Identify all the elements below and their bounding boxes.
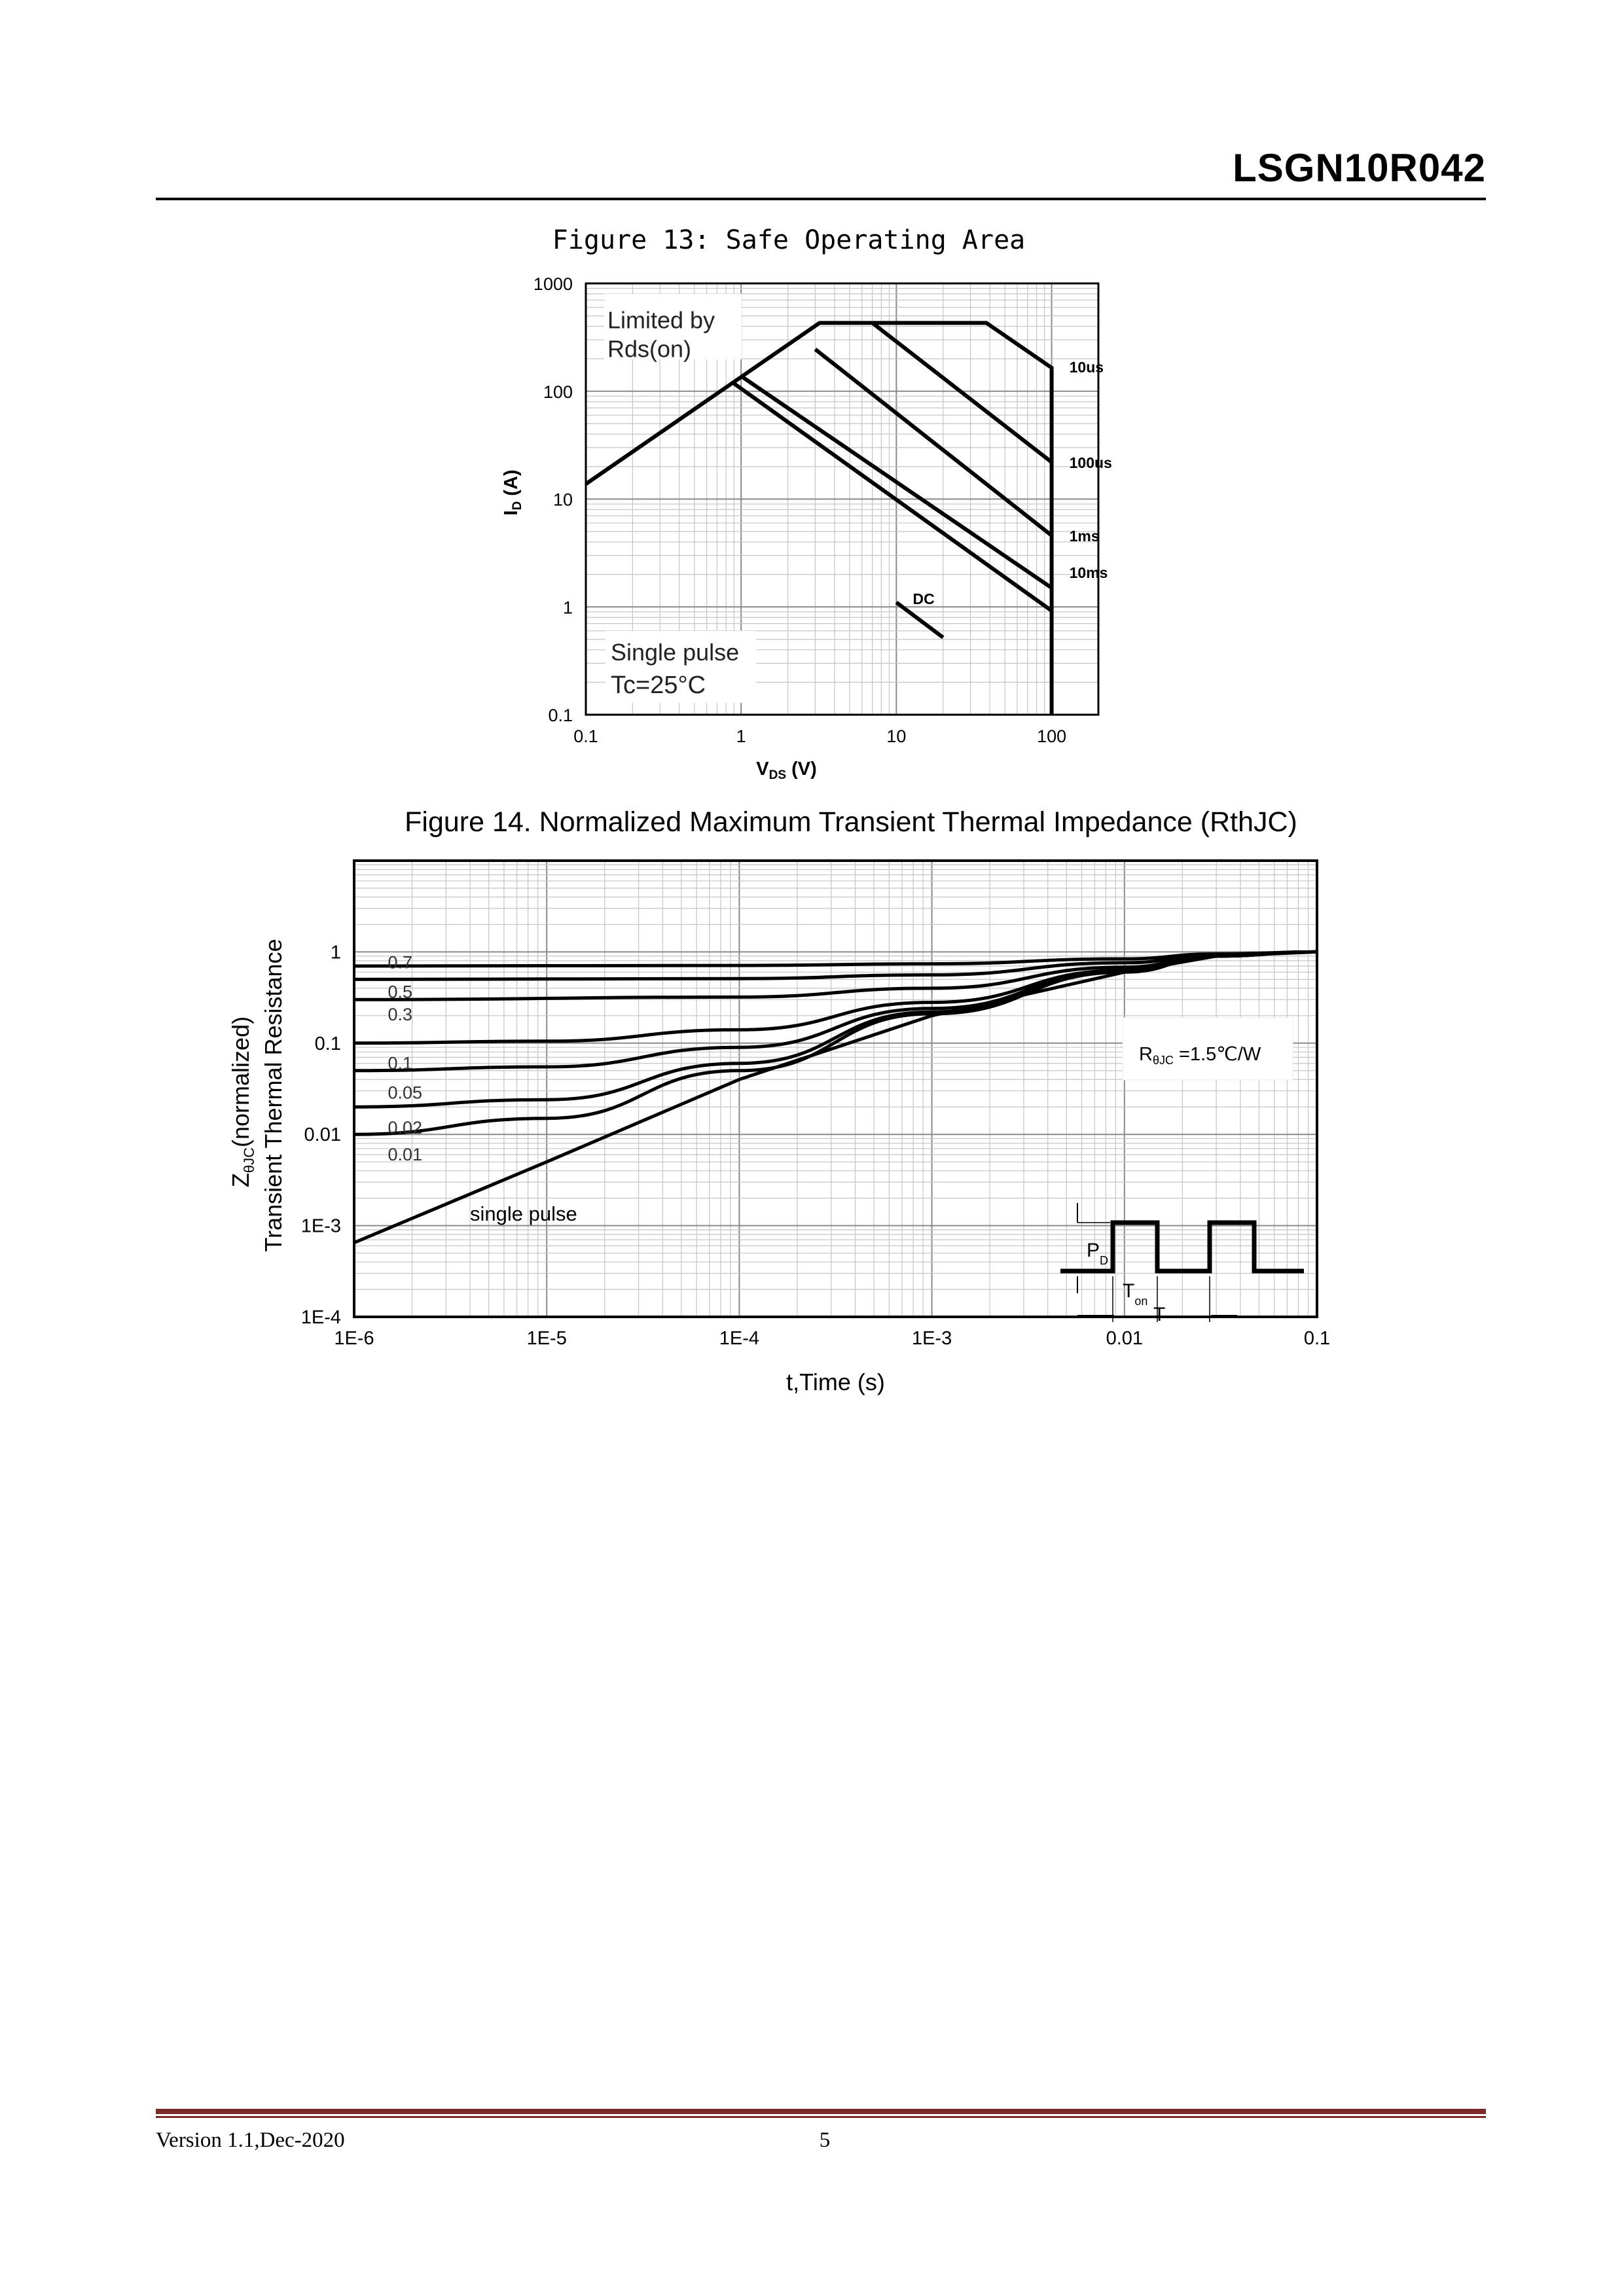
duty-cycle-label-0.01: 0.01 — [388, 1145, 423, 1164]
pulse-waveform — [1060, 1220, 1304, 1274]
series-label-DC: DC — [913, 590, 935, 607]
part-number: LSGN10R042 — [1233, 146, 1486, 190]
x-axis-label: t,Time (s) — [786, 1369, 885, 1395]
soa-line-1ms — [740, 374, 1053, 590]
t-period-label: T — [1153, 1304, 1165, 1325]
single-pulse-condition-text: Single pulse — [611, 639, 739, 666]
x-tick-label: 0.01 — [1106, 1328, 1143, 1349]
y-tick-label: 0.1 — [548, 706, 573, 725]
soa-line-10us — [871, 321, 1053, 464]
y-tick-label: 1 — [563, 598, 573, 617]
rth-annotation-bg — [1122, 1017, 1293, 1081]
figure-14-chart: 0.7 0.5 0.3 0.1 0.05 0.02 0.01 RθJC =1.5℃/W sing… — [227, 859, 1330, 1395]
header-rule — [156, 198, 1486, 200]
condition-annotation-bg — [605, 630, 756, 703]
thermal-curve-single-pulse — [353, 950, 1318, 1245]
thermal-curve-0.01 — [353, 950, 1318, 1136]
duty-cycle-label-0.02: 0.02 — [388, 1118, 423, 1138]
rds-on-text: Rds(on) — [607, 336, 691, 363]
y-tick-label: 1 — [331, 942, 341, 963]
single-pulse-label: single pulse — [470, 1202, 577, 1225]
y-tick-label: 100 — [543, 382, 573, 402]
pulse-diagram: PD Ton T — [1060, 1203, 1304, 1325]
soa-line-100us — [814, 348, 1053, 537]
duty-cycle-label-0.1: 0.1 — [388, 1054, 413, 1073]
x-axis-label: VDS (V) — [756, 759, 816, 782]
rth-annotation-text: RθJC =1.5℃/W — [1139, 1044, 1261, 1067]
y-axis-label-line-2: ZθJC(normalized) — [227, 1016, 257, 1187]
footer-rule — [156, 2109, 1486, 2118]
x-tick-label: 1E-6 — [334, 1328, 374, 1349]
y-tick-label: 10 — [553, 490, 573, 510]
duty-cycle-label-0.3: 0.3 — [388, 1005, 413, 1024]
limited-by-text: Limited by — [607, 307, 715, 334]
series-label-1ms: 1ms — [1070, 528, 1100, 545]
x-tick-label: 100 — [1037, 726, 1066, 746]
x-tick-label: 10 — [886, 726, 906, 746]
series-label-10ms: 10ms — [1070, 564, 1108, 581]
grid — [353, 861, 1317, 1318]
series-label-100us: 100us — [1070, 454, 1112, 471]
limited-by-annotation-bg — [604, 293, 742, 359]
plot-frame — [585, 282, 1100, 716]
footer-page-number: 5 — [819, 2128, 831, 2152]
duty-cycle-label-0.7: 0.7 — [388, 952, 413, 972]
footer-version: Version 1.1,Dec-2020 — [156, 2128, 345, 2152]
soa-line-DC — [895, 601, 945, 639]
y-tick-label: 0.1 — [315, 1033, 341, 1054]
x-tick-label: 1E-4 — [719, 1328, 759, 1349]
y-tick-label: 1000 — [533, 274, 573, 294]
x-tick-label: 1E-5 — [527, 1328, 567, 1349]
plot-frame — [353, 859, 1318, 1318]
y-tick-label: 1E-4 — [301, 1307, 341, 1328]
y-tick-label: 0.01 — [304, 1124, 341, 1145]
y-axis-label: ID (A) — [501, 469, 524, 515]
figure-14-title: Figure 14. Normalized Maximum Transient … — [405, 806, 1297, 838]
pd-label: PD — [1087, 1240, 1108, 1267]
ton-label: Ton — [1123, 1280, 1147, 1308]
y-axis-label-line-1: Transient Thermal Resistance — [260, 939, 287, 1251]
x-tick-label: 0.1 — [573, 726, 598, 746]
x-tick-label: 1E-3 — [912, 1328, 952, 1349]
soa-line-10ms — [732, 382, 1053, 613]
x-tick-label: 1 — [736, 726, 746, 746]
case-temperature-text: Tc=25°C — [611, 672, 706, 699]
x-tick-label: 0.1 — [1304, 1328, 1330, 1349]
duty-cycle-label-0.05: 0.05 — [388, 1083, 423, 1103]
y-tick-label: 1E-3 — [301, 1216, 341, 1237]
figure-13-title: Figure 13: Safe Operating Area — [552, 225, 1026, 255]
duty-cycle-label-0.5: 0.5 — [388, 982, 413, 1002]
